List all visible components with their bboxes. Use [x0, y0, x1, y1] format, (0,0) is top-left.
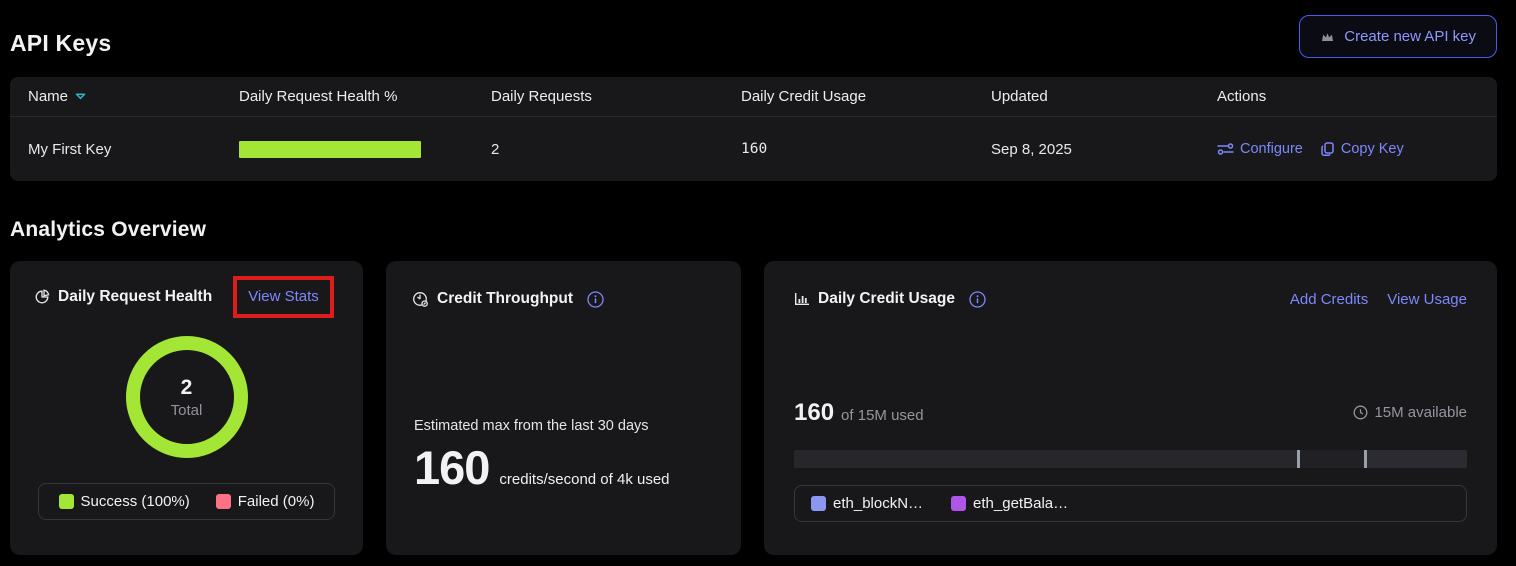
view-stats-link[interactable]: View Stats — [248, 288, 319, 305]
info-icon[interactable] — [969, 290, 986, 308]
donut-total-value: 2 — [180, 375, 193, 399]
donut-center: 2 Total — [126, 336, 248, 458]
key-name[interactable]: My First Key — [28, 140, 112, 158]
page-title: API Keys — [10, 30, 112, 56]
daily-credit-usage-card: Daily Credit Usage Add Credits View Usag… — [764, 261, 1497, 555]
analytics-section-title: Analytics Overview — [10, 218, 207, 241]
table-row: My First Key 2 160 Sep 8, 2025 Configure — [10, 117, 1497, 181]
eth-getbalance-swatch — [951, 496, 967, 511]
progress-segment-end — [1364, 450, 1467, 468]
updated-value: Sep 8, 2025 — [991, 140, 1072, 158]
configure-label: Configure — [1240, 141, 1303, 157]
daily-requests-value: 2 — [491, 140, 500, 158]
health-legend: Success (100%) Failed (0%) — [38, 483, 335, 520]
credits-available-label: 15M available — [1374, 404, 1467, 421]
column-header-health[interactable]: Daily Request Health % — [239, 88, 398, 105]
add-credits-link[interactable]: Add Credits — [1289, 290, 1369, 308]
usage-stats-row: 160 of 15M used 15M available — [794, 399, 1467, 427]
throughput-unit: credits/second of 4k used — [499, 471, 670, 488]
api-keys-table: Name Daily Request Health % Daily Reques… — [10, 77, 1497, 181]
highlight-annotation: View Stats — [233, 276, 334, 318]
analytics-cards: Daily Request Health View Stats 2 Total … — [10, 261, 1497, 555]
progress-tick — [1364, 450, 1368, 468]
health-card-title: Daily Request Health — [58, 288, 213, 305]
throughput-card-title: Credit Throughput — [437, 290, 574, 307]
column-header-updated[interactable]: Updated — [991, 88, 1048, 105]
throughput-card-header: Credit Throughput — [412, 290, 715, 308]
usage-card-title: Daily Credit Usage — [818, 290, 955, 307]
sort-descending-icon[interactable] — [75, 93, 86, 100]
credits-used-value: 160 — [794, 399, 835, 426]
daily-request-health-card: Daily Request Health View Stats 2 Total … — [10, 261, 363, 555]
health-bar — [239, 140, 421, 158]
health-card-header: Daily Request Health View Stats — [34, 276, 339, 318]
row-actions: Configure Copy Key — [1217, 141, 1497, 157]
column-header-actions: Actions — [1217, 88, 1267, 105]
info-icon[interactable] — [587, 290, 604, 308]
create-api-key-button[interactable]: Create new API key — [1299, 15, 1497, 58]
credit-throughput-card: Credit Throughput Estimated max from the… — [386, 261, 741, 555]
column-header-requests[interactable]: Daily Requests — [491, 88, 592, 105]
success-swatch — [58, 494, 74, 509]
credit-usage-progress-bar — [794, 450, 1467, 468]
throughput-value-row: 160 credits/second of 4k used — [414, 440, 713, 495]
daily-credit-usage-value: 160 — [741, 141, 768, 157]
failed-legend-label: Failed (0%) — [237, 493, 315, 510]
success-legend-label: Success (100%) — [80, 493, 190, 510]
credits-available: 15M available — [1353, 404, 1467, 421]
column-header-credit-usage[interactable]: Daily Credit Usage — [741, 88, 867, 105]
bar-chart-icon — [794, 291, 810, 307]
crown-icon — [1320, 30, 1335, 44]
health-bar-cell — [239, 140, 491, 158]
configure-button[interactable]: Configure — [1217, 141, 1303, 157]
progress-tick — [1296, 450, 1300, 468]
throughput-value: 160 — [414, 441, 490, 494]
view-usage-link[interactable]: View Usage — [1387, 290, 1467, 308]
pie-chart-icon — [34, 289, 50, 305]
credits-used-suffix: of 15M used — [841, 407, 924, 424]
usage-header-links: Add Credits View Usage — [1290, 291, 1467, 308]
eth-blocknumber-swatch — [811, 496, 826, 511]
copy-key-label: Copy Key — [1340, 141, 1404, 157]
column-header-name[interactable]: Name — [28, 88, 239, 105]
throughput-subtitle: Estimated max from the last 30 days — [414, 418, 649, 434]
donut-total-label: Total — [170, 401, 203, 419]
usage-legend: eth_blockN… eth_getBala… — [794, 485, 1467, 522]
progress-segment-mid — [1296, 450, 1365, 468]
copy-key-button[interactable]: Copy Key — [1320, 141, 1404, 157]
request-health-donut-chart: 2 Total — [125, 336, 248, 458]
legend-item-eth-blocknumber: eth_blockN… — [811, 495, 923, 512]
sliders-icon — [1217, 142, 1234, 156]
legend-item-eth-getbalance: eth_getBala… — [951, 495, 1068, 512]
legend-item-failed: Failed (0%) — [215, 493, 315, 510]
topbar: API Keys Create new API key — [10, 0, 1497, 77]
eth-blocknumber-label: eth_blockN… — [833, 495, 924, 512]
copy-icon — [1320, 141, 1335, 157]
eth-getbalance-label: eth_getBala… — [973, 495, 1069, 512]
usage-card-header: Daily Credit Usage Add Credits View Usag… — [794, 290, 1467, 308]
gauge-icon — [412, 291, 429, 308]
table-header: Name Daily Request Health % Daily Reques… — [10, 77, 1497, 117]
failed-swatch — [215, 494, 231, 509]
clock-icon — [1353, 405, 1368, 420]
create-api-key-label: Create new API key — [1344, 28, 1476, 45]
legend-item-success: Success (100%) — [58, 493, 190, 510]
